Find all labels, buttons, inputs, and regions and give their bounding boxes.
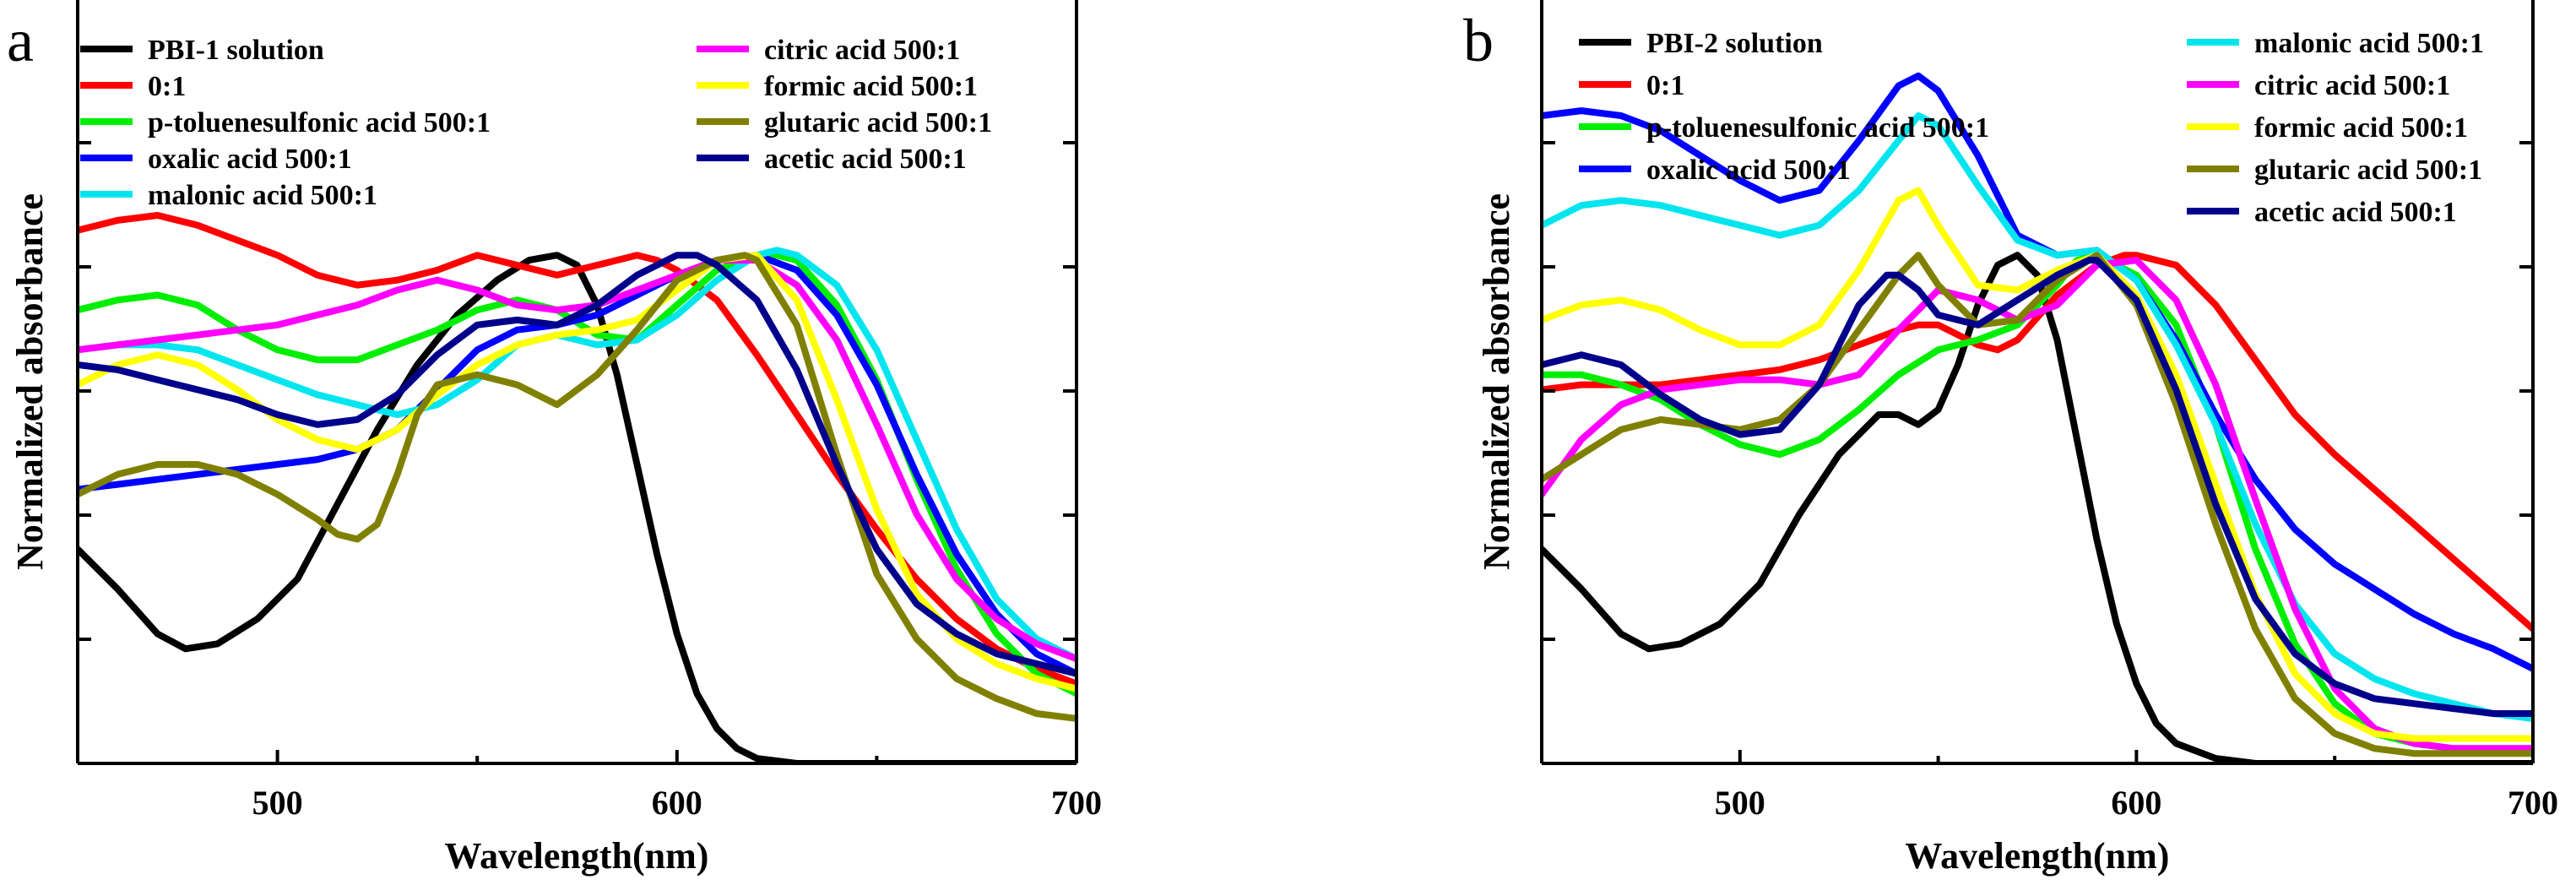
legend: PBI-2 solution 0:1 p-toluenesulfonic acid … xyxy=(1579,28,2484,228)
legend-label: 0:1 xyxy=(148,71,186,102)
legend-label: p-toluenesulfonic acid 500:1 xyxy=(1646,112,1989,144)
legend-label: PBI-2 solution xyxy=(1646,28,1823,59)
x-tick-label: 500 xyxy=(252,784,303,822)
series-line-5 xyxy=(1542,112,2533,722)
series-line-1 xyxy=(1542,252,2533,763)
legend-label: malonic acid 500:1 xyxy=(2254,28,2484,59)
legend-label: formic acid 500:1 xyxy=(764,71,978,102)
x-axis-title: Wavelength(nm) xyxy=(1906,835,2170,877)
series-line-4 xyxy=(78,252,1076,677)
legend: PBI-1 solution 0:1 p-toluenesulfonic acid … xyxy=(80,35,992,211)
series-group xyxy=(78,212,1076,763)
y-axis-title: Normalized absorbance xyxy=(9,193,51,570)
legend-label: malonic acid 500:1 xyxy=(148,180,377,211)
legend-label: citric acid 500:1 xyxy=(764,35,960,66)
legend-label: formic acid 500:1 xyxy=(2254,112,2468,144)
series-line-5 xyxy=(78,247,1076,663)
legend-label: oxalic acid 500:1 xyxy=(148,144,352,175)
legend-label: PBI-1 solution xyxy=(148,35,324,66)
legend-label: glutaric acid 500:1 xyxy=(764,107,992,138)
series-line-7 xyxy=(78,252,1076,692)
x-axis-title: Wavelength(nm) xyxy=(445,835,709,877)
x-tick-label: 500 xyxy=(1715,784,1765,822)
x-tick-label: 600 xyxy=(2111,784,2161,822)
panel-letter: b xyxy=(1463,7,1494,74)
legend-label: oxalic acid 500:1 xyxy=(1646,155,1851,186)
series-line-6 xyxy=(78,257,1076,663)
y-axis-title: Normalized absorbance xyxy=(1476,193,1517,570)
legend-label: acetic acid 500:1 xyxy=(2254,197,2457,228)
panel-letter: a xyxy=(7,7,34,74)
legend-label: p-toluenesulfonic acid 500:1 xyxy=(148,107,491,138)
series-line-8 xyxy=(78,252,1076,722)
legend-label: citric acid 500:1 xyxy=(2254,70,2450,101)
series-line-2 xyxy=(1542,252,2533,633)
series-line-6 xyxy=(1542,257,2533,752)
series-group xyxy=(1542,72,2533,763)
x-tick-label: 700 xyxy=(2508,784,2558,822)
series-line-7 xyxy=(1542,187,2533,742)
series-line-9 xyxy=(78,252,1076,677)
legend-label: 0:1 xyxy=(1646,70,1684,101)
legend-label: glutaric acid 500:1 xyxy=(2254,155,2482,186)
legend-label: acetic acid 500:1 xyxy=(764,144,967,175)
chart-panel-b: 500 600 700 Wavelength(nm) Normalized absorb… xyxy=(1463,0,2558,877)
series-line-1 xyxy=(78,252,1076,763)
x-tick-label: 700 xyxy=(1051,784,1102,822)
chart-panel-a: 500 600 700 Wavelength(nm) Normalized absorb… xyxy=(7,0,1102,877)
series-line-8 xyxy=(1542,252,2533,757)
series-line-9 xyxy=(1542,257,2533,717)
x-tick-label: 600 xyxy=(652,784,702,822)
